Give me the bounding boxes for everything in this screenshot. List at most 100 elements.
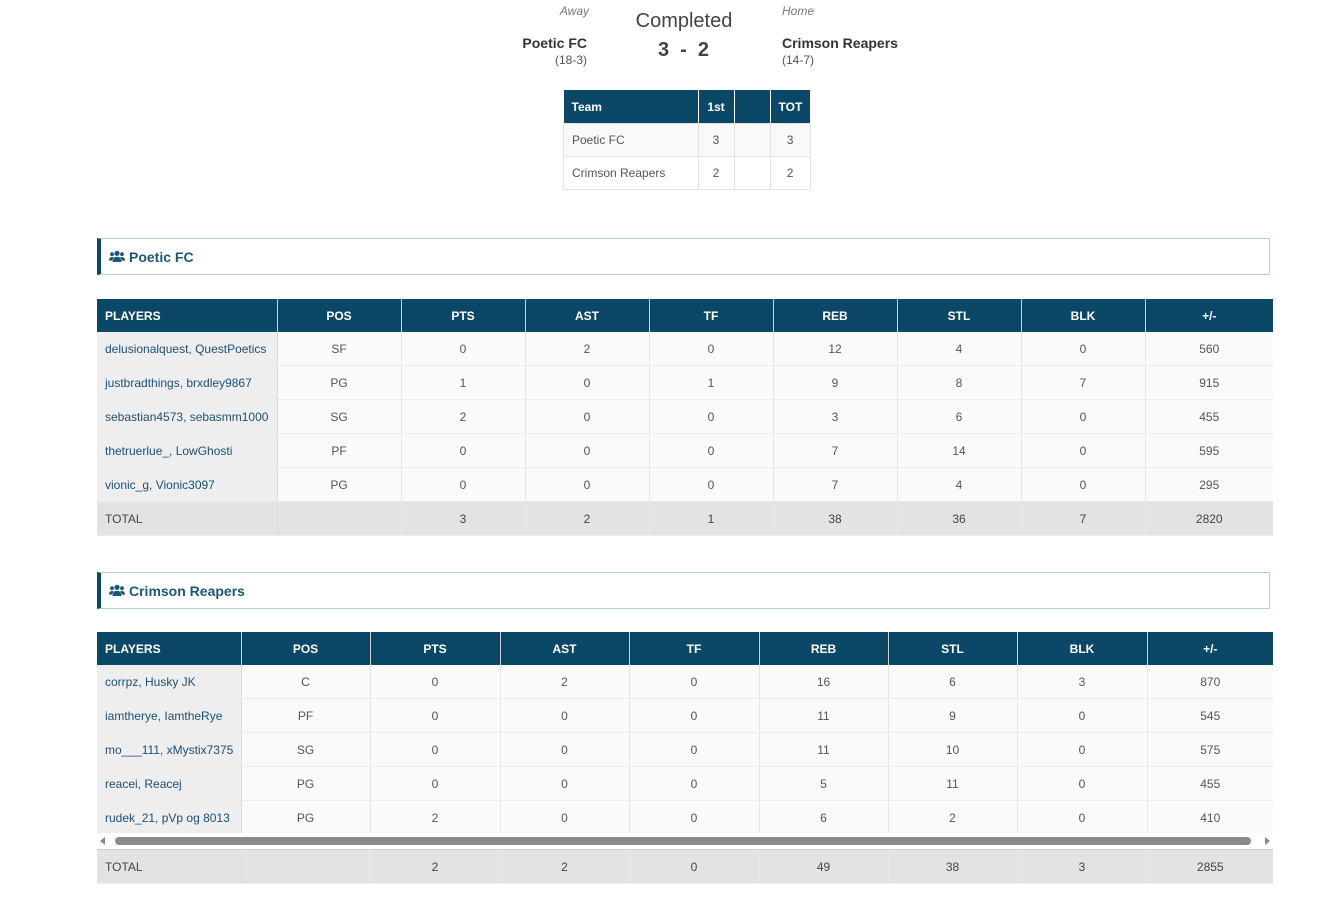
player-name-link[interactable]: reacei, Reacej [97,766,242,801]
stat-plus-minus: 455 [1145,399,1273,434]
linescore-header-team: Team [563,90,699,124]
stat-blk: 0 [1017,698,1148,733]
stat-stl: 8 [897,365,1022,400]
stat-ast: 0 [500,800,630,835]
stat-blk: 0 [1021,332,1146,366]
box-header-row: PLAYERS POS PTS AST TF REB STL BLK +/- [97,299,1273,332]
total-pos [277,501,402,536]
total-pts: 3 [401,501,526,536]
away-team-name[interactable]: Poetic FC [522,35,587,51]
linescore-header-period-2 [734,90,771,124]
scoreboard: Away Poetic FC (18-3) Completed 3-2 Home… [0,0,1337,80]
stat-reb: 9 [773,365,898,400]
player-name-link[interactable]: thetruerlue_, LowGhosti [97,433,278,468]
stat-ast: 0 [525,399,650,434]
stat-stl: 4 [897,467,1022,502]
linescore-team: Poetic FC [563,123,699,157]
stat-pts: 0 [401,332,526,366]
stat-pts: 2 [370,800,501,835]
stat-plus-minus: 560 [1145,332,1273,366]
stat-stl: 6 [888,665,1018,699]
game-status-block: Completed 3-2 [636,10,733,62]
stat-reb: 6 [759,800,889,835]
scrollbar-thumb[interactable] [115,837,1251,845]
home-team-name[interactable]: Crimson Reapers [782,35,898,51]
total-tf: 0 [629,849,760,884]
scroll-left-arrow-icon[interactable] [100,837,105,845]
col-header-plus-minus[interactable]: +/- [1145,299,1273,332]
stat-stl: 6 [897,399,1022,434]
player-name-link[interactable]: delusionalquest, QuestPoetics [97,332,278,366]
col-header-stl[interactable]: STL [888,632,1018,665]
totals-label: TOTAL [97,849,242,884]
col-header-tf[interactable]: TF [649,299,774,332]
stat-plus-minus: 870 [1147,665,1273,699]
stat-pos: PF [277,433,402,468]
stat-plus-minus: 545 [1147,698,1273,733]
total-ast: 2 [525,501,650,536]
stat-pts: 0 [370,665,501,699]
stat-stl: 10 [888,732,1018,767]
users-group-icon [109,584,125,597]
linescore-header-period-1: 1st [698,90,735,124]
stat-reb: 7 [773,433,898,468]
col-header-pts[interactable]: PTS [370,632,501,665]
total-reb: 38 [773,501,898,536]
stat-reb: 11 [759,698,889,733]
col-header-players[interactable]: PLAYERS [97,632,242,665]
scroll-right-arrow-icon[interactable] [1265,837,1270,845]
stat-pos: PG [241,800,371,835]
final-score: 3-2 [636,39,733,62]
stat-reb: 16 [759,665,889,699]
total-plus-minus: 2820 [1145,501,1273,536]
player-name-link[interactable]: corrpz, Husky JK [97,665,242,699]
stat-tf: 0 [629,766,760,801]
stat-stl: 9 [888,698,1018,733]
col-header-ast[interactable]: AST [500,632,630,665]
total-plus-minus: 2855 [1147,849,1273,884]
col-header-plus-minus[interactable]: +/- [1147,632,1273,665]
stat-reb: 7 [773,467,898,502]
stat-tf: 0 [649,433,774,468]
stat-plus-minus: 915 [1145,365,1273,400]
linescore-period-1: 2 [697,156,735,190]
away-score: 3 [658,39,671,61]
stat-stl: 11 [888,766,1018,801]
player-name-link[interactable]: rudek_21, pVp og 8013 [97,800,242,835]
col-header-pos[interactable]: POS [277,299,402,332]
horizontal-scrollbar[interactable] [97,833,1273,849]
stat-tf: 0 [649,467,774,502]
col-header-ast[interactable]: AST [525,299,650,332]
stat-pts: 0 [370,766,501,801]
totals-label: TOTAL [97,501,278,536]
stat-stl: 4 [897,332,1022,366]
linescore-row: Crimson Reapers 2 2 [563,156,811,190]
table-row: sebastian4573, sebasmm1000 SG 2 0 0 3 6 … [97,399,1273,434]
col-header-pts[interactable]: PTS [401,299,526,332]
player-name-link[interactable]: justbradthings, brxdley9867 [97,365,278,400]
col-header-tf[interactable]: TF [629,632,760,665]
col-header-stl[interactable]: STL [897,299,1022,332]
col-header-reb[interactable]: REB [773,299,898,332]
stat-plus-minus: 595 [1145,433,1273,468]
stat-pts: 1 [401,365,526,400]
team-section-title: Crimson Reapers [129,582,245,599]
box-score-table-poetic-fc: PLAYERS POS PTS AST TF REB STL BLK +/- d… [97,299,1273,536]
total-stl: 36 [897,501,1022,536]
away-label: Away [559,4,589,18]
table-row: delusionalquest, QuestPoetics SF 0 2 0 1… [97,332,1273,366]
total-blk: 3 [1017,849,1148,884]
col-header-players[interactable]: PLAYERS [97,299,278,332]
col-header-pos[interactable]: POS [241,632,371,665]
player-name-link[interactable]: iamtherye, IamtheRye [97,698,242,733]
player-name-link[interactable]: mo___111, xMystix7375 [97,732,242,767]
home-team-block: Home Crimson Reapers (14-7) [782,4,898,67]
player-name-link[interactable]: sebastian4573, sebasmm1000 [97,399,278,434]
col-header-blk[interactable]: BLK [1017,632,1148,665]
stat-pts: 0 [370,732,501,767]
linescore-header-row: Team 1st TOT [563,90,811,124]
col-header-blk[interactable]: BLK [1021,299,1146,332]
linescore-total: 2 [769,156,811,190]
player-name-link[interactable]: vionic_g, Vionic3097 [97,467,278,502]
col-header-reb[interactable]: REB [759,632,889,665]
